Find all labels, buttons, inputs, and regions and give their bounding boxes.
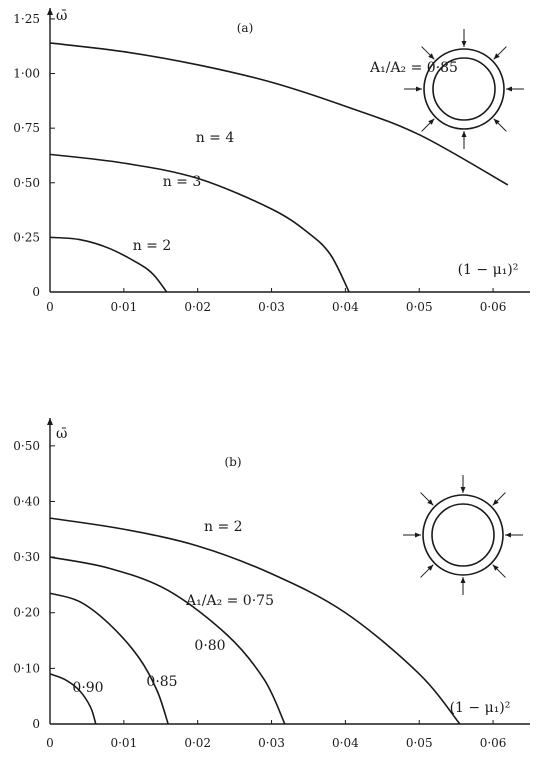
y-tick-label: 1·25 (13, 12, 40, 26)
arrow-head (505, 532, 511, 538)
inner-ring (432, 57, 496, 121)
x-tick-label: 0·05 (406, 300, 433, 314)
inner-ring (431, 503, 495, 567)
arrow-head (461, 131, 467, 137)
x-tick-label: 0·01 (110, 736, 137, 750)
x-tick-label: 0·03 (258, 300, 285, 314)
series-label: 0·90 (72, 680, 103, 696)
series-line (49, 517, 461, 725)
arrow-head (492, 499, 499, 506)
y-axis-arrow (47, 418, 53, 425)
arrow-head (461, 41, 467, 47)
y-axis-arrow (47, 8, 53, 15)
x-axis-label: (1 − μ₁)² (458, 262, 519, 278)
x-tick-label: 0·06 (480, 300, 507, 314)
series-line (49, 556, 286, 725)
y-tick-label: 0·30 (13, 550, 40, 564)
y-tick-label: 0·50 (13, 176, 40, 190)
ring-diagram-icon (404, 29, 524, 149)
annotation: n = 2 (204, 519, 243, 535)
series-line (49, 592, 169, 725)
arrow-head (493, 53, 500, 60)
ring-diagram-icon (403, 475, 523, 595)
y-tick-label: 0·25 (13, 230, 40, 244)
y-tick-label: 0·75 (13, 121, 40, 135)
arrow-head (428, 53, 435, 60)
y-tick-label: 0·20 (13, 606, 40, 620)
x-tick-label: 0·02 (184, 736, 211, 750)
x-tick-label: 0·05 (406, 736, 433, 750)
arrow-head (493, 118, 500, 125)
arrow-head (427, 499, 434, 506)
arrow-head (427, 564, 434, 571)
x-tick-label: 0·01 (110, 300, 137, 314)
arrow-head (460, 487, 466, 493)
x-tick-label: 0·02 (184, 300, 211, 314)
annotation: A₁/A₂ = 0·85 (369, 60, 458, 76)
x-tick-label: 0·06 (480, 736, 507, 750)
arrow-head (492, 564, 499, 571)
y-axis-label: ω̄ (56, 8, 67, 24)
x-tick-label: 0·04 (332, 300, 359, 314)
x-tick-label: 0 (46, 300, 54, 314)
x-tick-label: 0·04 (332, 736, 359, 750)
y-axis-label: ω̄ (56, 426, 67, 442)
y-tick-label: 1·00 (13, 67, 40, 81)
series-line (49, 42, 509, 186)
y-tick-label: 0·10 (13, 661, 40, 675)
x-tick-label: 0 (46, 736, 54, 750)
arrow-head (416, 86, 422, 92)
panel-label: (b) (224, 455, 241, 469)
arrow-head (460, 577, 466, 583)
y-tick-label: 0·40 (13, 494, 40, 508)
series-line (49, 153, 350, 293)
outer-ring (423, 48, 505, 130)
y-tick-label: 0 (32, 717, 40, 731)
series-label: 0·80 (194, 638, 225, 654)
panel-label: (a) (237, 21, 254, 35)
outer-ring (422, 494, 504, 576)
series-label: n = 3 (163, 174, 202, 190)
series-line (49, 673, 97, 725)
y-tick-label: 0·50 (13, 439, 40, 453)
arrow-head (428, 118, 435, 125)
series-label: n = 4 (196, 130, 235, 146)
series-line (49, 236, 168, 293)
arrow-head (506, 86, 512, 92)
arrow-head (415, 532, 421, 538)
series-label: n = 2 (133, 238, 172, 254)
series-label: A₁/A₂ = 0·75 (185, 593, 274, 609)
x-axis-label: (1 − μ₁)² (450, 700, 511, 716)
y-tick-label: 0 (32, 285, 40, 299)
x-tick-label: 0·03 (258, 736, 285, 750)
series-label: 0·85 (146, 674, 177, 690)
